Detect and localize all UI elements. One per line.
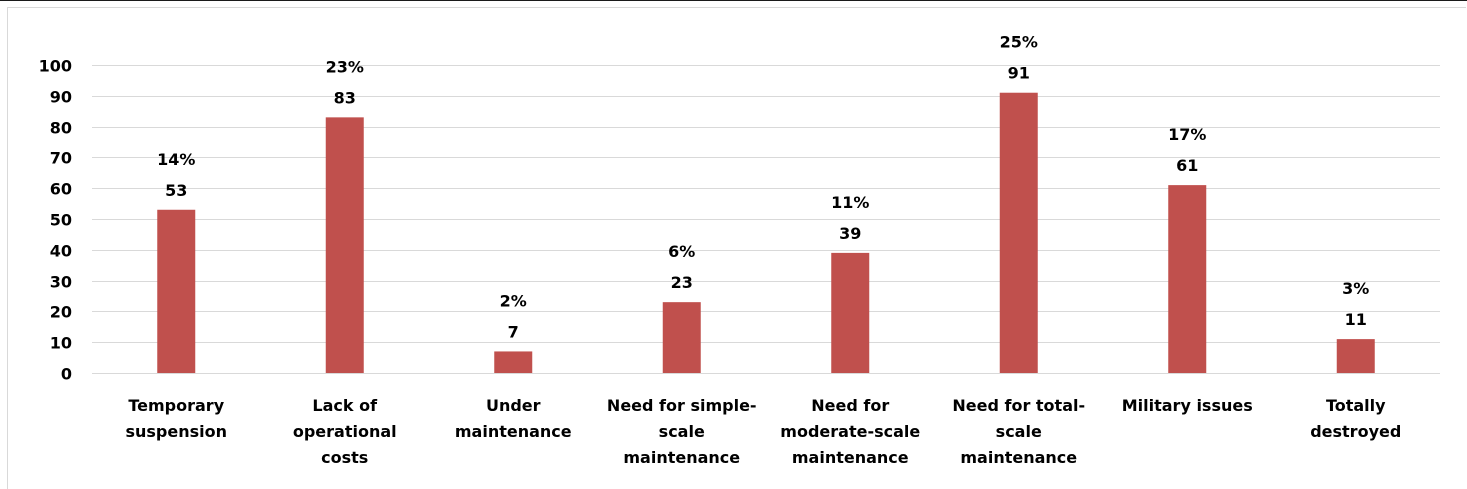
y-tick-label: 10 bbox=[50, 334, 72, 353]
y-tick-label: 60 bbox=[50, 180, 72, 199]
bar bbox=[1336, 339, 1375, 373]
y-tick-label: 90 bbox=[50, 88, 72, 107]
data-labels: 53 14% 83 23% 7 2% 23 6% 39 11% 91 25% 61 17% 11 3% bbox=[157, 33, 1369, 342]
category-label: Military issues bbox=[1122, 396, 1253, 415]
y-tick-label: 80 bbox=[50, 119, 72, 138]
percent-label: 11% bbox=[831, 193, 869, 212]
y-tick-label: 40 bbox=[50, 242, 72, 261]
y-tick-label: 0 bbox=[61, 365, 72, 384]
category-label: Under bbox=[486, 396, 541, 415]
category-label: destroyed bbox=[1310, 422, 1401, 441]
percent-label: 25% bbox=[1000, 33, 1038, 52]
percent-label: 23% bbox=[326, 57, 364, 76]
category-label: Need for total- bbox=[952, 396, 1085, 415]
bar bbox=[831, 252, 870, 373]
category-label: maintenance bbox=[623, 448, 740, 467]
value-label: 7 bbox=[508, 322, 519, 341]
value-label: 83 bbox=[334, 88, 356, 107]
bars bbox=[157, 92, 1375, 373]
percent-label: 6% bbox=[668, 242, 695, 261]
category-label: suspension bbox=[125, 422, 227, 441]
bar bbox=[1168, 185, 1207, 373]
gridlines bbox=[92, 65, 1440, 374]
value-label: 23 bbox=[671, 273, 693, 292]
category-label: Totally bbox=[1326, 396, 1386, 415]
percent-label: 2% bbox=[500, 291, 527, 310]
category-label: Need for bbox=[811, 396, 889, 415]
bar bbox=[999, 92, 1038, 373]
y-axis-ticks: 0 10 20 30 40 50 60 70 80 90 100 bbox=[39, 57, 72, 384]
category-label: Need for simple- bbox=[607, 396, 757, 415]
category-label: costs bbox=[321, 448, 368, 467]
y-tick-label: 70 bbox=[50, 149, 72, 168]
y-tick-label: 20 bbox=[50, 303, 72, 322]
chart-frame bbox=[7, 7, 1466, 489]
y-tick-label: 100 bbox=[39, 57, 72, 76]
category-label: Temporary bbox=[128, 396, 224, 415]
bar bbox=[325, 117, 364, 373]
y-tick-label: 50 bbox=[50, 211, 72, 230]
x-axis-categories: Temporary suspension Lack of operational cos… bbox=[125, 396, 1401, 467]
bar bbox=[494, 351, 533, 373]
category-label: moderate-scale bbox=[780, 422, 920, 441]
percent-label: 3% bbox=[1342, 279, 1369, 298]
category-label: maintenance bbox=[792, 448, 909, 467]
value-label: 53 bbox=[165, 181, 187, 200]
value-label: 39 bbox=[839, 224, 861, 243]
top-border-line bbox=[0, 0, 1467, 1]
category-label: maintenance bbox=[455, 422, 572, 441]
value-label: 61 bbox=[1176, 156, 1198, 175]
category-label: operational bbox=[293, 422, 397, 441]
percent-label: 14% bbox=[157, 150, 195, 169]
y-tick-label: 30 bbox=[50, 273, 72, 292]
bar bbox=[157, 209, 196, 373]
value-label: 91 bbox=[1008, 64, 1030, 83]
category-label: Lack of bbox=[312, 396, 378, 415]
bar bbox=[662, 302, 701, 373]
value-label: 11 bbox=[1345, 310, 1367, 329]
category-label: maintenance bbox=[960, 448, 1077, 467]
category-label: scale bbox=[996, 422, 1042, 441]
category-label: scale bbox=[659, 422, 705, 441]
percent-label: 17% bbox=[1168, 125, 1206, 144]
